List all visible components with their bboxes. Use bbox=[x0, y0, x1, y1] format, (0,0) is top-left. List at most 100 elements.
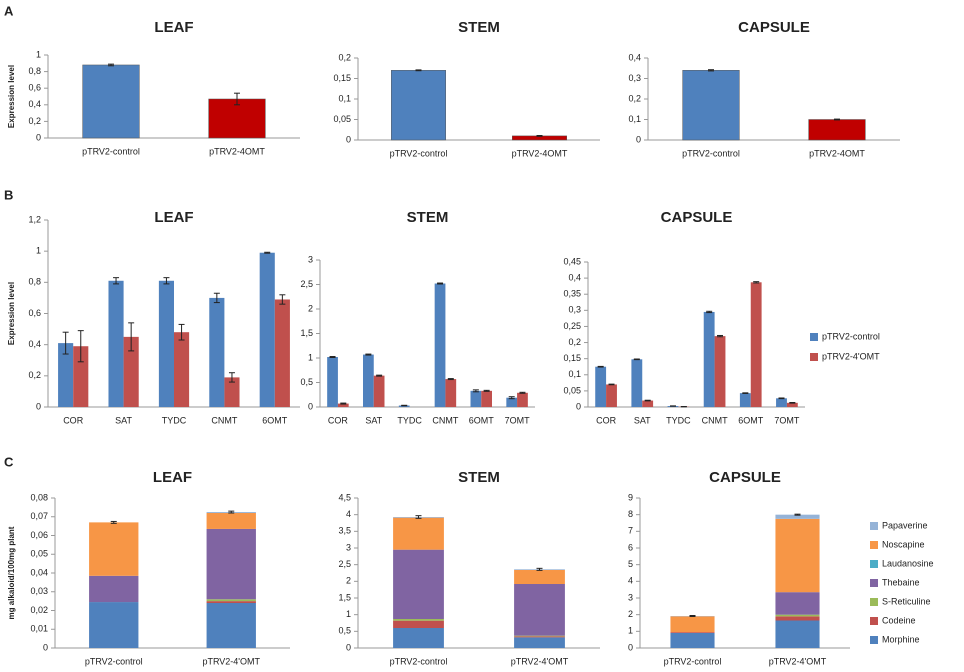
bar bbox=[208, 98, 266, 139]
bar bbox=[73, 346, 89, 407]
x-tick-label: pTRV2-control bbox=[85, 656, 143, 666]
y-tick-label: 0,03 bbox=[30, 586, 48, 596]
bar-segment bbox=[670, 633, 715, 648]
y-tick-label: 9 bbox=[628, 492, 633, 502]
y-tick-label: 0 bbox=[36, 132, 41, 142]
legend-swatch bbox=[810, 333, 818, 341]
legend-label: Noscapine bbox=[882, 539, 925, 549]
bar bbox=[445, 379, 457, 407]
y-tick-label: 0,05 bbox=[333, 114, 351, 124]
bar bbox=[739, 393, 751, 407]
bar bbox=[750, 282, 762, 407]
y-tick-label: 2 bbox=[308, 303, 313, 313]
panel-label: B bbox=[4, 187, 13, 202]
bar-segment bbox=[514, 637, 565, 648]
y-tick-label: 0 bbox=[576, 401, 581, 411]
bar-segment bbox=[670, 632, 715, 633]
bar bbox=[808, 119, 866, 141]
y-tick-label: 0,05 bbox=[30, 549, 48, 559]
y-tick-label: 0,15 bbox=[333, 73, 351, 83]
y-tick-label: 3,5 bbox=[338, 526, 351, 536]
bar-segment bbox=[393, 619, 444, 621]
legend-swatch bbox=[870, 579, 878, 587]
bar-segment bbox=[775, 514, 820, 519]
legend-swatch bbox=[870, 617, 878, 625]
legend-label: S-Reticuline bbox=[882, 596, 931, 606]
x-tick-label: pTRV2-4'OMT bbox=[511, 656, 569, 666]
legend-swatch bbox=[870, 636, 878, 644]
legend-label: Laudanosine bbox=[882, 558, 934, 568]
y-tick-label: 0 bbox=[346, 642, 351, 652]
legend-label: Morphine bbox=[882, 634, 920, 644]
y-tick-label: 0,6 bbox=[28, 308, 41, 318]
y-tick-label: 0,02 bbox=[30, 605, 48, 615]
x-tick-label: pTRV2-4'OMT bbox=[202, 656, 260, 666]
bar bbox=[58, 343, 74, 407]
y-tick-label: 0,1 bbox=[568, 369, 581, 379]
bar bbox=[642, 400, 654, 407]
panel-label: C bbox=[4, 454, 14, 469]
legend-label: Thebaine bbox=[882, 577, 920, 587]
bar bbox=[391, 70, 446, 141]
y-tick-label: 0,2 bbox=[28, 370, 41, 380]
bar-segment bbox=[206, 599, 256, 602]
y-tick-label: 0,06 bbox=[30, 530, 48, 540]
y-tick-label: 2,5 bbox=[300, 279, 313, 289]
y-tick-label: 1 bbox=[308, 352, 313, 362]
y-tick-label: 0,2 bbox=[338, 52, 351, 62]
x-tick-label: CNMT bbox=[432, 415, 458, 425]
x-tick-label: SAT bbox=[115, 415, 132, 425]
bar-segment bbox=[89, 575, 139, 603]
x-tick-label: pTRV2-control bbox=[390, 656, 448, 666]
bar-segment bbox=[206, 528, 256, 600]
y-tick-label: 3 bbox=[628, 592, 633, 602]
y-tick-label: 0 bbox=[43, 642, 48, 652]
bar bbox=[786, 402, 798, 407]
bar bbox=[373, 375, 385, 407]
bar bbox=[123, 336, 139, 407]
y-tick-label: 3 bbox=[308, 254, 313, 264]
y-tick-label: 0,4 bbox=[568, 272, 581, 282]
y-tick-label: 0,2 bbox=[568, 337, 581, 347]
chart-title: LEAF bbox=[154, 19, 193, 36]
y-tick-label: 0,4 bbox=[28, 99, 41, 109]
x-tick-label: COR bbox=[596, 415, 617, 425]
legend-swatch bbox=[870, 598, 878, 606]
y-tick-label: 4,5 bbox=[338, 492, 351, 502]
y-tick-label: 8 bbox=[628, 509, 633, 519]
x-tick-label: 6OMT bbox=[469, 415, 495, 425]
bar-segment bbox=[514, 570, 565, 584]
x-tick-label: pTRV2-control bbox=[682, 148, 740, 158]
bar bbox=[470, 390, 482, 407]
x-tick-label: CNMT bbox=[702, 415, 728, 425]
bar bbox=[481, 390, 492, 407]
x-tick-label: pTRV2-control bbox=[664, 656, 722, 666]
panel-label: A bbox=[4, 3, 14, 18]
x-tick-label: CNMT bbox=[211, 415, 237, 425]
bar-segment bbox=[393, 517, 444, 550]
legend-label: Papaverine bbox=[882, 520, 928, 530]
bar bbox=[327, 357, 338, 407]
bar-segment bbox=[206, 603, 256, 648]
y-tick-label: 0,01 bbox=[30, 624, 48, 634]
y-tick-label: 0,6 bbox=[28, 83, 41, 93]
y-axis-label: mg alkaloid/100mg plant bbox=[7, 526, 16, 619]
y-tick-label: 0,05 bbox=[563, 385, 581, 395]
chart-title: LEAF bbox=[154, 209, 193, 226]
y-axis-label: Expression level bbox=[7, 65, 16, 128]
y-tick-label: 0 bbox=[628, 642, 633, 652]
y-tick-label: 0 bbox=[36, 401, 41, 411]
chart-title: CAPSULE bbox=[661, 209, 733, 226]
y-tick-label: 1 bbox=[36, 246, 41, 256]
chart-title: STEM bbox=[458, 19, 500, 36]
y-tick-label: 0 bbox=[636, 134, 641, 144]
bar-segment bbox=[514, 636, 565, 638]
legend-swatch bbox=[870, 541, 878, 549]
legend-swatch bbox=[870, 522, 878, 530]
y-tick-label: 0,1 bbox=[338, 93, 351, 103]
y-tick-label: 2 bbox=[628, 609, 633, 619]
bar bbox=[517, 392, 528, 407]
bar bbox=[337, 403, 349, 407]
y-tick-label: 0,35 bbox=[563, 289, 581, 299]
bar-segment bbox=[775, 614, 820, 617]
